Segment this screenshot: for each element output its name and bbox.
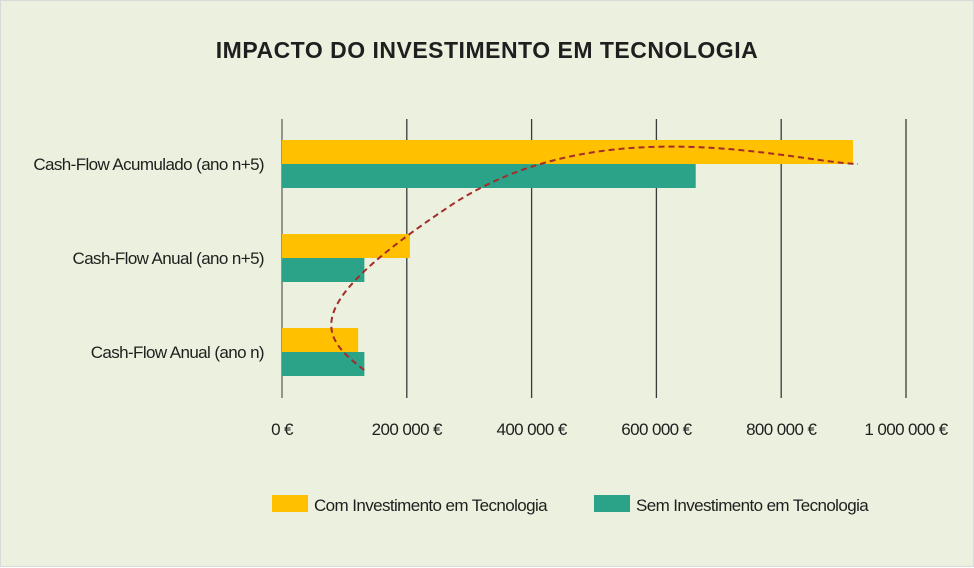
x-tick-label: 800 000 € [746,420,817,439]
bar [282,140,853,164]
bar [282,234,410,258]
legend-swatch [272,495,308,512]
category-label: Cash-Flow Anual (ano n+5) [73,249,264,268]
x-tick-label: 600 000 € [621,420,692,439]
chart-title: IMPACTO DO INVESTIMENTO EM TECNOLOGIA [215,37,759,63]
x-tick-label: 200 000 € [372,420,443,439]
bar [282,258,365,282]
trend-line [330,145,858,371]
legend-swatch [594,495,630,512]
category-label: Cash-Flow Anual (ano n) [91,343,264,362]
bar [282,328,359,352]
legend-label: Sem Investimento em Tecnologia [636,496,869,515]
x-tick-label: 1 000 000 € [864,420,948,439]
legend-label: Com Investimento em Tecnologia [314,496,548,515]
x-tick-label: 0 € [271,420,294,439]
x-tick-label: 400 000 € [496,420,567,439]
category-label: Cash-Flow Acumulado (ano n+5) [33,155,264,174]
bar [282,352,365,376]
